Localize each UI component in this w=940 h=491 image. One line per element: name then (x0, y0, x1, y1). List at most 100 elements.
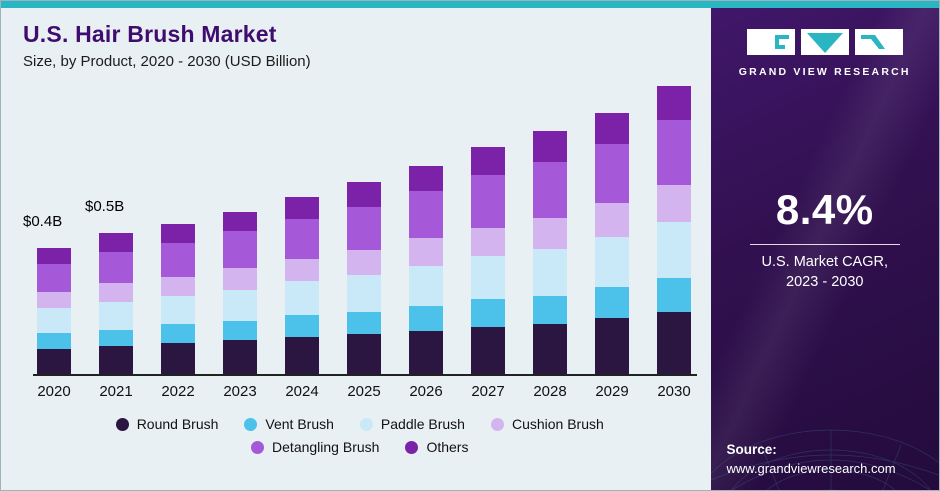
bar-segment (409, 191, 443, 238)
bar-stack-2020 (37, 248, 71, 374)
bar-segment (533, 296, 567, 324)
legend-dot (359, 417, 373, 431)
legend-dot (244, 417, 258, 431)
bar-segment (471, 256, 505, 299)
legend-item: Paddle Brush (359, 416, 465, 432)
cagr-label-line2: 2023 - 2030 (786, 273, 864, 290)
bar-segment (161, 296, 195, 324)
cagr-label: U.S. Market CAGR, 2023 - 2030 (735, 253, 916, 292)
legend-dot (251, 440, 265, 454)
bar-segment (595, 237, 629, 287)
page-subtitle: Size, by Product, 2020 - 2030 (USD Billi… (23, 53, 311, 70)
bar-segment (409, 238, 443, 266)
bar-segment (347, 250, 381, 275)
legend-item: Cushion Brush (490, 416, 604, 432)
bar-segment (37, 292, 71, 308)
brand-sidebar: GRAND VIEW RESEARCH 8.4% U.S. Market CAG… (710, 1, 940, 490)
x-tick-2022: 2022 (161, 383, 195, 400)
bar-segment (471, 175, 505, 228)
bar-segment (285, 219, 319, 259)
bar-stack-2021 (99, 233, 133, 374)
bar-2024 (285, 197, 319, 374)
bar-segment (347, 182, 381, 207)
bar-2020: $0.4B (23, 213, 71, 374)
bar-stack-2030 (657, 86, 691, 374)
bar-segment (285, 337, 319, 374)
bar-stack-2029 (595, 113, 629, 374)
bar-segment (223, 212, 257, 231)
bar-segment (595, 113, 629, 144)
bar-segment (409, 331, 443, 374)
bar-segment (37, 349, 71, 374)
bar-segment (409, 166, 443, 191)
legend-dot (490, 417, 504, 431)
stat-divider (749, 244, 900, 245)
bar-stack-2026 (409, 166, 443, 374)
bar-segment (533, 162, 567, 218)
bar-segment (99, 233, 133, 252)
legend-row: Detangling Brush Others (251, 439, 468, 455)
bar-2026 (409, 166, 443, 374)
bar-segment (99, 252, 133, 283)
bar-2023 (223, 212, 257, 374)
cagr-stat: 8.4% U.S. Market CAGR, 2023 - 2030 (711, 186, 940, 292)
bar-segment (99, 302, 133, 330)
bar-2021: $0.5B (85, 198, 133, 374)
bar-segment (161, 324, 195, 343)
page-title: U.S. Hair Brush Market (23, 21, 277, 47)
bar-segment (471, 228, 505, 256)
bar-segment (533, 324, 567, 374)
legend-row: Round Brush Vent Brush Paddle Brush Cushion… (115, 416, 604, 432)
bar-stack-2025 (347, 182, 381, 374)
stacked-bar-chart: $0.4B $0.5B 2020 2021 2022 2023 2024 2025 2026 2… (23, 76, 697, 400)
bar-segment (657, 86, 691, 120)
grand-view-research-logo (746, 29, 903, 55)
cagr-value: 8.4% (775, 186, 874, 233)
bar-segment (161, 243, 195, 277)
x-tick-2027: 2027 (471, 383, 505, 400)
bar-segment (533, 249, 567, 296)
legend-label: Paddle Brush (380, 416, 465, 432)
bar-2030 (657, 86, 691, 374)
x-tick-2029: 2029 (595, 383, 629, 400)
brand-name: GRAND VIEW RESEARCH (738, 66, 911, 78)
bar-segment (347, 312, 381, 334)
source-label: Source: (726, 442, 777, 457)
x-tick-2025: 2025 (347, 383, 381, 400)
value-annotation-2021: $0.5B (85, 198, 125, 215)
bar-segment (533, 218, 567, 249)
bar-segment (533, 131, 567, 162)
legend-item: Detangling Brush (251, 439, 379, 455)
bar-segment (37, 264, 71, 292)
bar-2022 (161, 224, 195, 374)
bar-segment (595, 203, 629, 237)
x-tick-2026: 2026 (409, 383, 443, 400)
bar-segment (409, 306, 443, 331)
bar-segment (471, 299, 505, 327)
bar-2028 (533, 131, 567, 374)
x-tick-2024: 2024 (285, 383, 319, 400)
source-block: Source: www.grandviewresearch.com (727, 442, 896, 476)
legend-label: Detangling Brush (272, 439, 380, 455)
bar-stack-2024 (285, 197, 319, 374)
bar-segment (657, 222, 691, 278)
value-annotation-2020: $0.4B (23, 213, 63, 230)
bar-segment (657, 312, 691, 374)
x-tick-2030: 2030 (657, 383, 691, 400)
bar-segment (99, 346, 133, 374)
bar-segment (37, 308, 71, 333)
bar-segment (285, 281, 319, 315)
source-url: www.grandviewresearch.com (726, 461, 896, 476)
x-axis-labels: 2020 2021 2022 2023 2024 2025 2026 2027 2028 2029… (33, 383, 697, 400)
bar-segment (99, 283, 133, 302)
cagr-label-line1: U.S. Market CAGR, (761, 254, 889, 270)
bar-segment (657, 185, 691, 222)
bar-segment (223, 340, 257, 374)
legend-dot (115, 417, 129, 431)
bar-segment (161, 224, 195, 243)
bar-segment (223, 321, 257, 340)
bar-segment (657, 278, 691, 312)
x-tick-2020: 2020 (37, 383, 71, 400)
bar-2027 (471, 147, 505, 374)
